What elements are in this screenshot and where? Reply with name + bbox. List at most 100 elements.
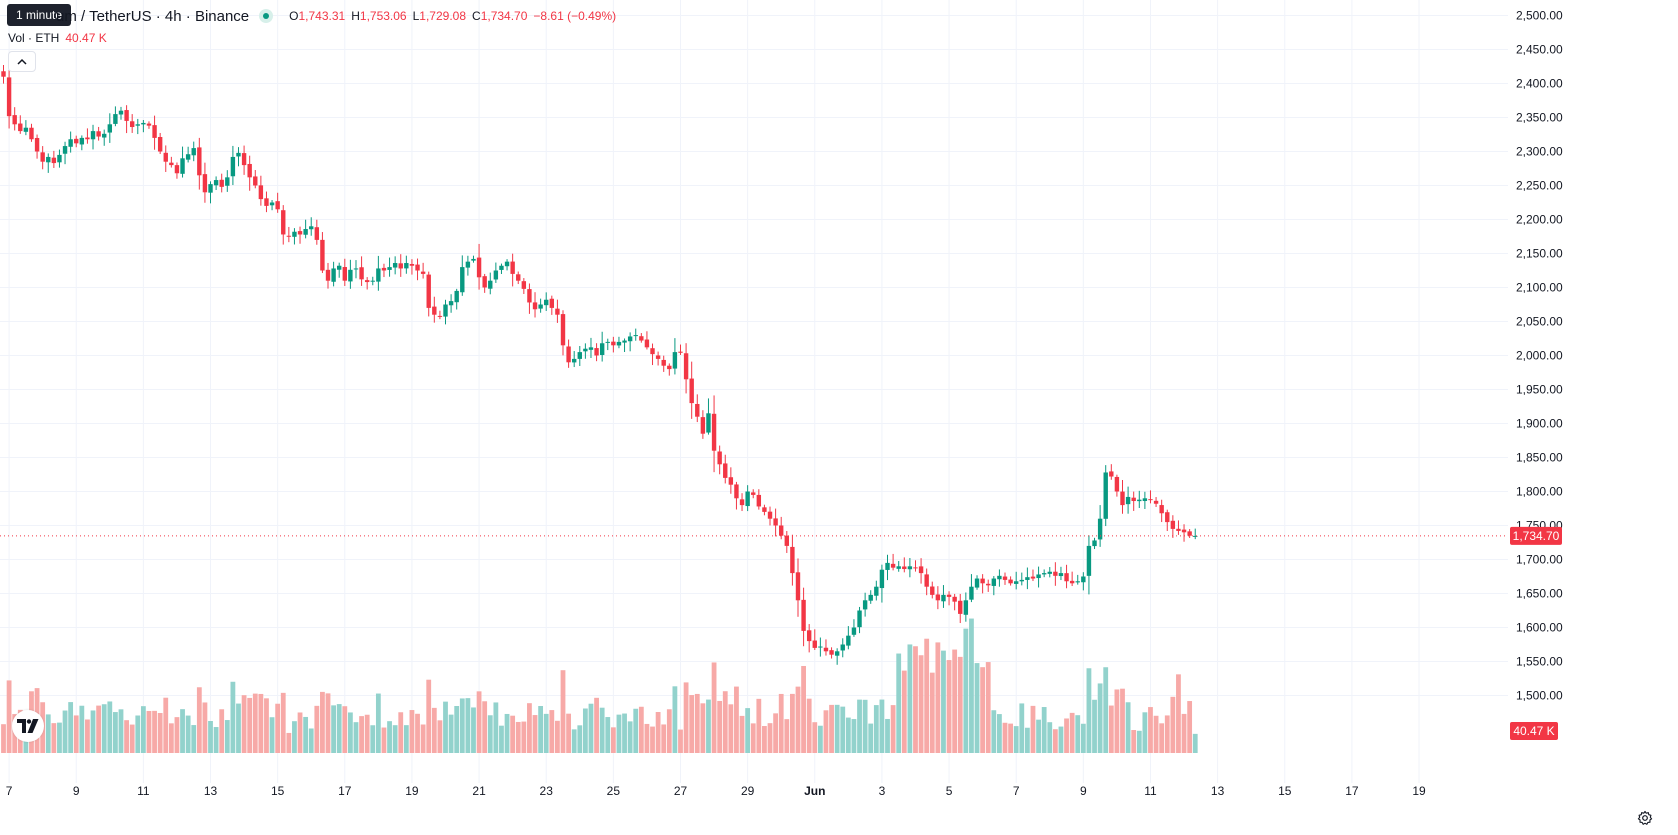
volume-bar (437, 720, 443, 753)
candle-body (689, 378, 694, 404)
market-status-icon[interactable] (259, 9, 274, 23)
volume-bar (795, 686, 801, 753)
candle-body (829, 650, 834, 655)
volume-bar (711, 662, 717, 753)
candle-body (191, 148, 196, 156)
candle-body (465, 261, 471, 268)
candle-body (1181, 529, 1187, 533)
volume-bar (527, 703, 532, 753)
candle-body (426, 274, 431, 308)
candle-body (185, 154, 191, 160)
candle-body (779, 525, 784, 536)
candle-body (723, 463, 728, 478)
candle-body (745, 491, 750, 507)
candle-body (555, 308, 560, 315)
volume-bar (1108, 705, 1114, 753)
chart-settings-button[interactable] (1635, 808, 1655, 828)
candle-body (1142, 498, 1148, 502)
symbol-title[interactable]: um / TetherUS · 4h · Binance (56, 7, 250, 25)
candle-body (980, 578, 985, 584)
candle-body (342, 267, 347, 281)
candle-body (571, 358, 577, 363)
last-volume-tag (1510, 722, 1558, 740)
volume-bar (862, 699, 868, 753)
candle-body (756, 494, 762, 507)
volume-bar (6, 680, 12, 753)
candle-body (812, 640, 817, 648)
candle-body (958, 600, 963, 614)
volume-bar (784, 719, 790, 753)
volume-bar (68, 702, 74, 753)
volume-bar (896, 653, 902, 753)
volume-bar (157, 713, 163, 753)
volume-bar (622, 713, 627, 753)
volume-bar (381, 727, 387, 753)
volume-bar (538, 706, 544, 753)
volume-bar (275, 703, 281, 753)
volume-bar (689, 695, 695, 753)
volume-bar (493, 702, 499, 753)
candle-body (96, 131, 101, 137)
price-axis-label: 1,900.00 (1516, 417, 1563, 431)
candle-body (74, 138, 79, 144)
candle-body (516, 274, 521, 281)
volume-bar (118, 709, 124, 753)
volume-bar (1097, 683, 1103, 753)
volume-bar (778, 693, 784, 753)
volume-bar (1120, 688, 1125, 753)
volume-bar (829, 704, 834, 753)
volume-bar (504, 713, 510, 753)
candle-body (840, 644, 845, 651)
time-axis-label: 7 (1013, 784, 1020, 798)
price-axis-label: 1,550.00 (1516, 655, 1563, 669)
volume-bar (644, 723, 650, 753)
candle-body (79, 137, 85, 145)
tradingview-logo[interactable] (12, 710, 44, 742)
candle-body (577, 352, 582, 359)
candle-body (941, 594, 946, 602)
candle-body (1058, 573, 1064, 577)
volume-bar (113, 712, 118, 753)
candle-body (197, 147, 202, 176)
candle-body (107, 124, 113, 133)
volume-bar (1192, 733, 1198, 753)
volume-bar (1047, 722, 1053, 753)
volume-bar (1058, 726, 1064, 753)
candle-body (639, 336, 644, 341)
price-axis-label: 1,850.00 (1516, 451, 1563, 465)
candle-body (611, 341, 616, 346)
candle-body (219, 179, 224, 187)
candle-body (605, 341, 610, 343)
volume-bar (168, 723, 174, 753)
candle-body (40, 152, 45, 162)
volume-bar (868, 723, 874, 753)
candle-body (706, 413, 711, 433)
volume-bar (1030, 705, 1036, 753)
candle-body (454, 290, 459, 303)
candle-body (1092, 540, 1097, 547)
candle-body (387, 267, 392, 270)
last-price-label: 1,734.70 (1513, 529, 1560, 543)
price-axis-label: 2,450.00 (1516, 43, 1563, 57)
candle-body (448, 301, 454, 306)
candle-body (862, 600, 868, 610)
price-axis-label: 1,650.00 (1516, 587, 1563, 601)
volume-bar (560, 670, 566, 753)
time-axis-label: 11 (1144, 784, 1157, 798)
volume-bar (353, 722, 359, 753)
candle-body (314, 227, 320, 240)
candle-body (174, 165, 180, 174)
low-value: 1,729.08 (419, 9, 467, 23)
price-axis-label: 2,500.00 (1516, 9, 1563, 23)
collapse-legend-button[interactable] (8, 51, 36, 72)
time-axis-label: 21 (472, 784, 486, 798)
candle-body (1053, 571, 1058, 576)
candle-body (1120, 491, 1125, 506)
volume-bar (969, 618, 974, 753)
volume-bar (1170, 696, 1176, 753)
price-axis-label: 2,400.00 (1516, 77, 1563, 91)
volume-legend[interactable]: Vol · ETH 40.47 K (8, 31, 107, 45)
candle-body (420, 271, 426, 274)
volume-bar (1164, 715, 1170, 753)
